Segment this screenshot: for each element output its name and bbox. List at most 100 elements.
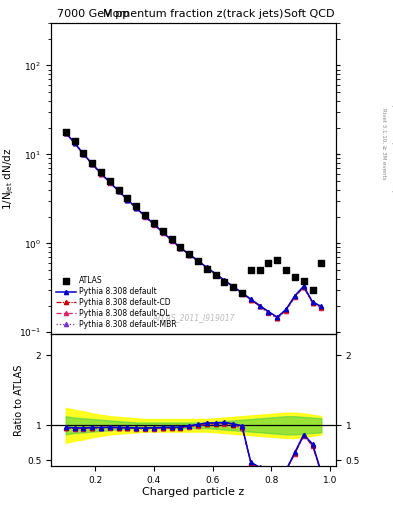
Pythia 8.308 default	[178, 245, 183, 251]
Pythia 8.308 default-CD	[204, 265, 209, 271]
Pythia 8.308 default	[266, 308, 271, 314]
Pythia 8.308 default-CD	[90, 161, 95, 167]
Pythia 8.308 default	[301, 283, 306, 289]
ATLAS	[265, 259, 272, 267]
Line: Pythia 8.308 default-DL: Pythia 8.308 default-DL	[64, 131, 323, 321]
Pythia 8.308 default	[116, 188, 121, 194]
Pythia 8.308 default-CD	[284, 307, 288, 313]
Pythia 8.308 default-MBR	[152, 221, 156, 227]
Text: mcplots.cern.ch [arXiv:1306.3436]: mcplots.cern.ch [arXiv:1306.3436]	[391, 96, 393, 191]
Pythia 8.308 default-CD	[178, 245, 183, 251]
Pythia 8.308 default	[292, 292, 297, 298]
Pythia 8.308 default	[160, 229, 165, 235]
ATLAS	[116, 186, 122, 194]
ATLAS	[213, 271, 219, 279]
Pythia 8.308 default	[81, 151, 86, 157]
Pythia 8.308 default-DL	[310, 300, 315, 306]
Pythia 8.308 default	[63, 130, 68, 136]
Pythia 8.308 default-CD	[143, 214, 147, 220]
ATLAS	[72, 137, 78, 145]
Pythia 8.308 default	[284, 306, 288, 312]
ATLAS	[177, 243, 184, 251]
Pythia 8.308 default	[319, 304, 324, 310]
Line: Pythia 8.308 default-CD: Pythia 8.308 default-CD	[64, 131, 323, 320]
Pythia 8.308 default-MBR	[319, 304, 324, 310]
Pythia 8.308 default-DL	[196, 258, 200, 264]
Pythia 8.308 default-CD	[301, 284, 306, 290]
ATLAS	[230, 283, 236, 291]
Pythia 8.308 default	[275, 314, 280, 320]
Text: 7000 GeV pp: 7000 GeV pp	[57, 9, 129, 19]
Pythia 8.308 default-CD	[152, 221, 156, 227]
Pythia 8.308 default-CD	[72, 140, 77, 146]
ATLAS	[318, 259, 325, 267]
Pythia 8.308 default-CD	[213, 271, 218, 278]
Pythia 8.308 default-CD	[187, 251, 191, 258]
Pythia 8.308 default-DL	[301, 284, 306, 290]
Pythia 8.308 default	[257, 303, 262, 309]
Pythia 8.308 default-MBR	[72, 140, 77, 146]
Pythia 8.308 default-CD	[231, 284, 235, 290]
Pythia 8.308 default-DL	[222, 278, 227, 284]
Pythia 8.308 default-DL	[292, 294, 297, 300]
Pythia 8.308 default	[99, 170, 103, 177]
Pythia 8.308 default-MBR	[257, 303, 262, 309]
Y-axis label: Ratio to ATLAS: Ratio to ATLAS	[14, 365, 24, 436]
Pythia 8.308 default-CD	[125, 197, 130, 203]
ATLAS	[142, 210, 148, 219]
Pythia 8.308 default-CD	[310, 300, 315, 306]
ATLAS	[292, 273, 298, 281]
Line: Pythia 8.308 default: Pythia 8.308 default	[64, 131, 323, 319]
Pythia 8.308 default-MBR	[90, 161, 95, 167]
Pythia 8.308 default	[213, 271, 218, 277]
Pythia 8.308 default-MBR	[160, 229, 165, 235]
Pythia 8.308 default	[107, 179, 112, 185]
Pythia 8.308 default-CD	[169, 237, 174, 243]
Pythia 8.308 default-MBR	[284, 307, 288, 313]
Pythia 8.308 default-DL	[169, 238, 174, 244]
Pythia 8.308 default-DL	[125, 197, 130, 203]
Pythia 8.308 default-CD	[240, 290, 244, 296]
Pythia 8.308 default-DL	[240, 291, 244, 297]
Pythia 8.308 default-MBR	[266, 309, 271, 315]
Pythia 8.308 default-MBR	[134, 205, 139, 211]
Pythia 8.308 default-MBR	[213, 271, 218, 277]
Pythia 8.308 default-CD	[222, 278, 227, 284]
Pythia 8.308 default-MBR	[196, 258, 200, 264]
ATLAS	[195, 257, 201, 265]
Y-axis label: 1/N$_{\rm jet}$ dN/dz: 1/N$_{\rm jet}$ dN/dz	[2, 147, 16, 210]
Pythia 8.308 default-DL	[160, 229, 165, 236]
ATLAS	[107, 177, 113, 185]
Pythia 8.308 default	[240, 290, 244, 296]
Pythia 8.308 default-MBR	[63, 130, 68, 136]
Pythia 8.308 default	[231, 284, 235, 290]
ATLAS	[98, 168, 104, 176]
Pythia 8.308 default	[169, 237, 174, 243]
Pythia 8.308 default-MBR	[292, 293, 297, 299]
Pythia 8.308 default-MBR	[169, 237, 174, 243]
ATLAS	[301, 276, 307, 285]
Pythia 8.308 default-CD	[107, 179, 112, 185]
Pythia 8.308 default	[222, 277, 227, 283]
Pythia 8.308 default	[90, 161, 95, 167]
Pythia 8.308 default-DL	[143, 214, 147, 220]
Pythia 8.308 default	[125, 197, 130, 203]
Pythia 8.308 default-MBR	[99, 170, 103, 177]
Pythia 8.308 default	[310, 298, 315, 305]
Pythia 8.308 default-DL	[81, 152, 86, 158]
Pythia 8.308 default	[152, 221, 156, 227]
Pythia 8.308 default-CD	[275, 315, 280, 321]
ATLAS	[151, 219, 157, 227]
Pythia 8.308 default-MBR	[116, 188, 121, 194]
Pythia 8.308 default-DL	[63, 130, 68, 136]
Pythia 8.308 default-CD	[257, 303, 262, 309]
Pythia 8.308 default-DL	[134, 205, 139, 211]
ATLAS	[248, 266, 254, 274]
Pythia 8.308 default-MBR	[231, 284, 235, 290]
Pythia 8.308 default	[72, 140, 77, 146]
Text: ATLAS_2011_I919017: ATLAS_2011_I919017	[152, 313, 235, 322]
Pythia 8.308 default-DL	[178, 245, 183, 251]
ATLAS	[257, 266, 263, 274]
ATLAS	[274, 256, 281, 264]
Pythia 8.308 default-MBR	[178, 245, 183, 251]
